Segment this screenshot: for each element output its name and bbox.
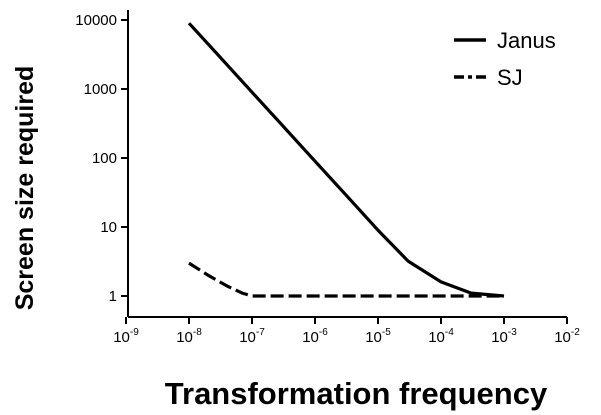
y-tick-label: 10 xyxy=(100,219,117,236)
x-tick-label: 10-2 xyxy=(554,327,580,346)
x-tick-label: 10-6 xyxy=(302,327,328,346)
y-tick-label: 100 xyxy=(92,150,117,167)
plot-area xyxy=(187,22,505,298)
y-axis: 1 10 100 1000 10000 xyxy=(75,10,129,317)
x-tick-label: 10-8 xyxy=(176,327,202,346)
x-axis: 10-9 10-8 10-7 10-6 10-5 10-4 10-3 10-2 xyxy=(113,316,580,346)
x-tick-label: 10-5 xyxy=(365,327,391,346)
x-tick-label: 10-7 xyxy=(239,327,265,346)
y-axis-title: Screen size required xyxy=(11,66,39,311)
x-tick-label: 10-4 xyxy=(428,327,454,346)
y-tick-label: 1000 xyxy=(84,81,117,98)
x-tick-label: 10-9 xyxy=(113,327,139,346)
y-tick-label: 1 xyxy=(109,288,117,305)
series-line-janus xyxy=(187,22,505,298)
legend: Janus SJ xyxy=(454,28,556,90)
y-tick-label: 10000 xyxy=(75,12,117,29)
series-line-sj xyxy=(188,261,504,298)
x-axis-title: Transformation frequency xyxy=(165,376,548,411)
legend-label-sj: SJ xyxy=(497,65,523,90)
legend-label-janus: Janus xyxy=(497,28,556,53)
x-tick-label: 10-3 xyxy=(491,327,517,346)
